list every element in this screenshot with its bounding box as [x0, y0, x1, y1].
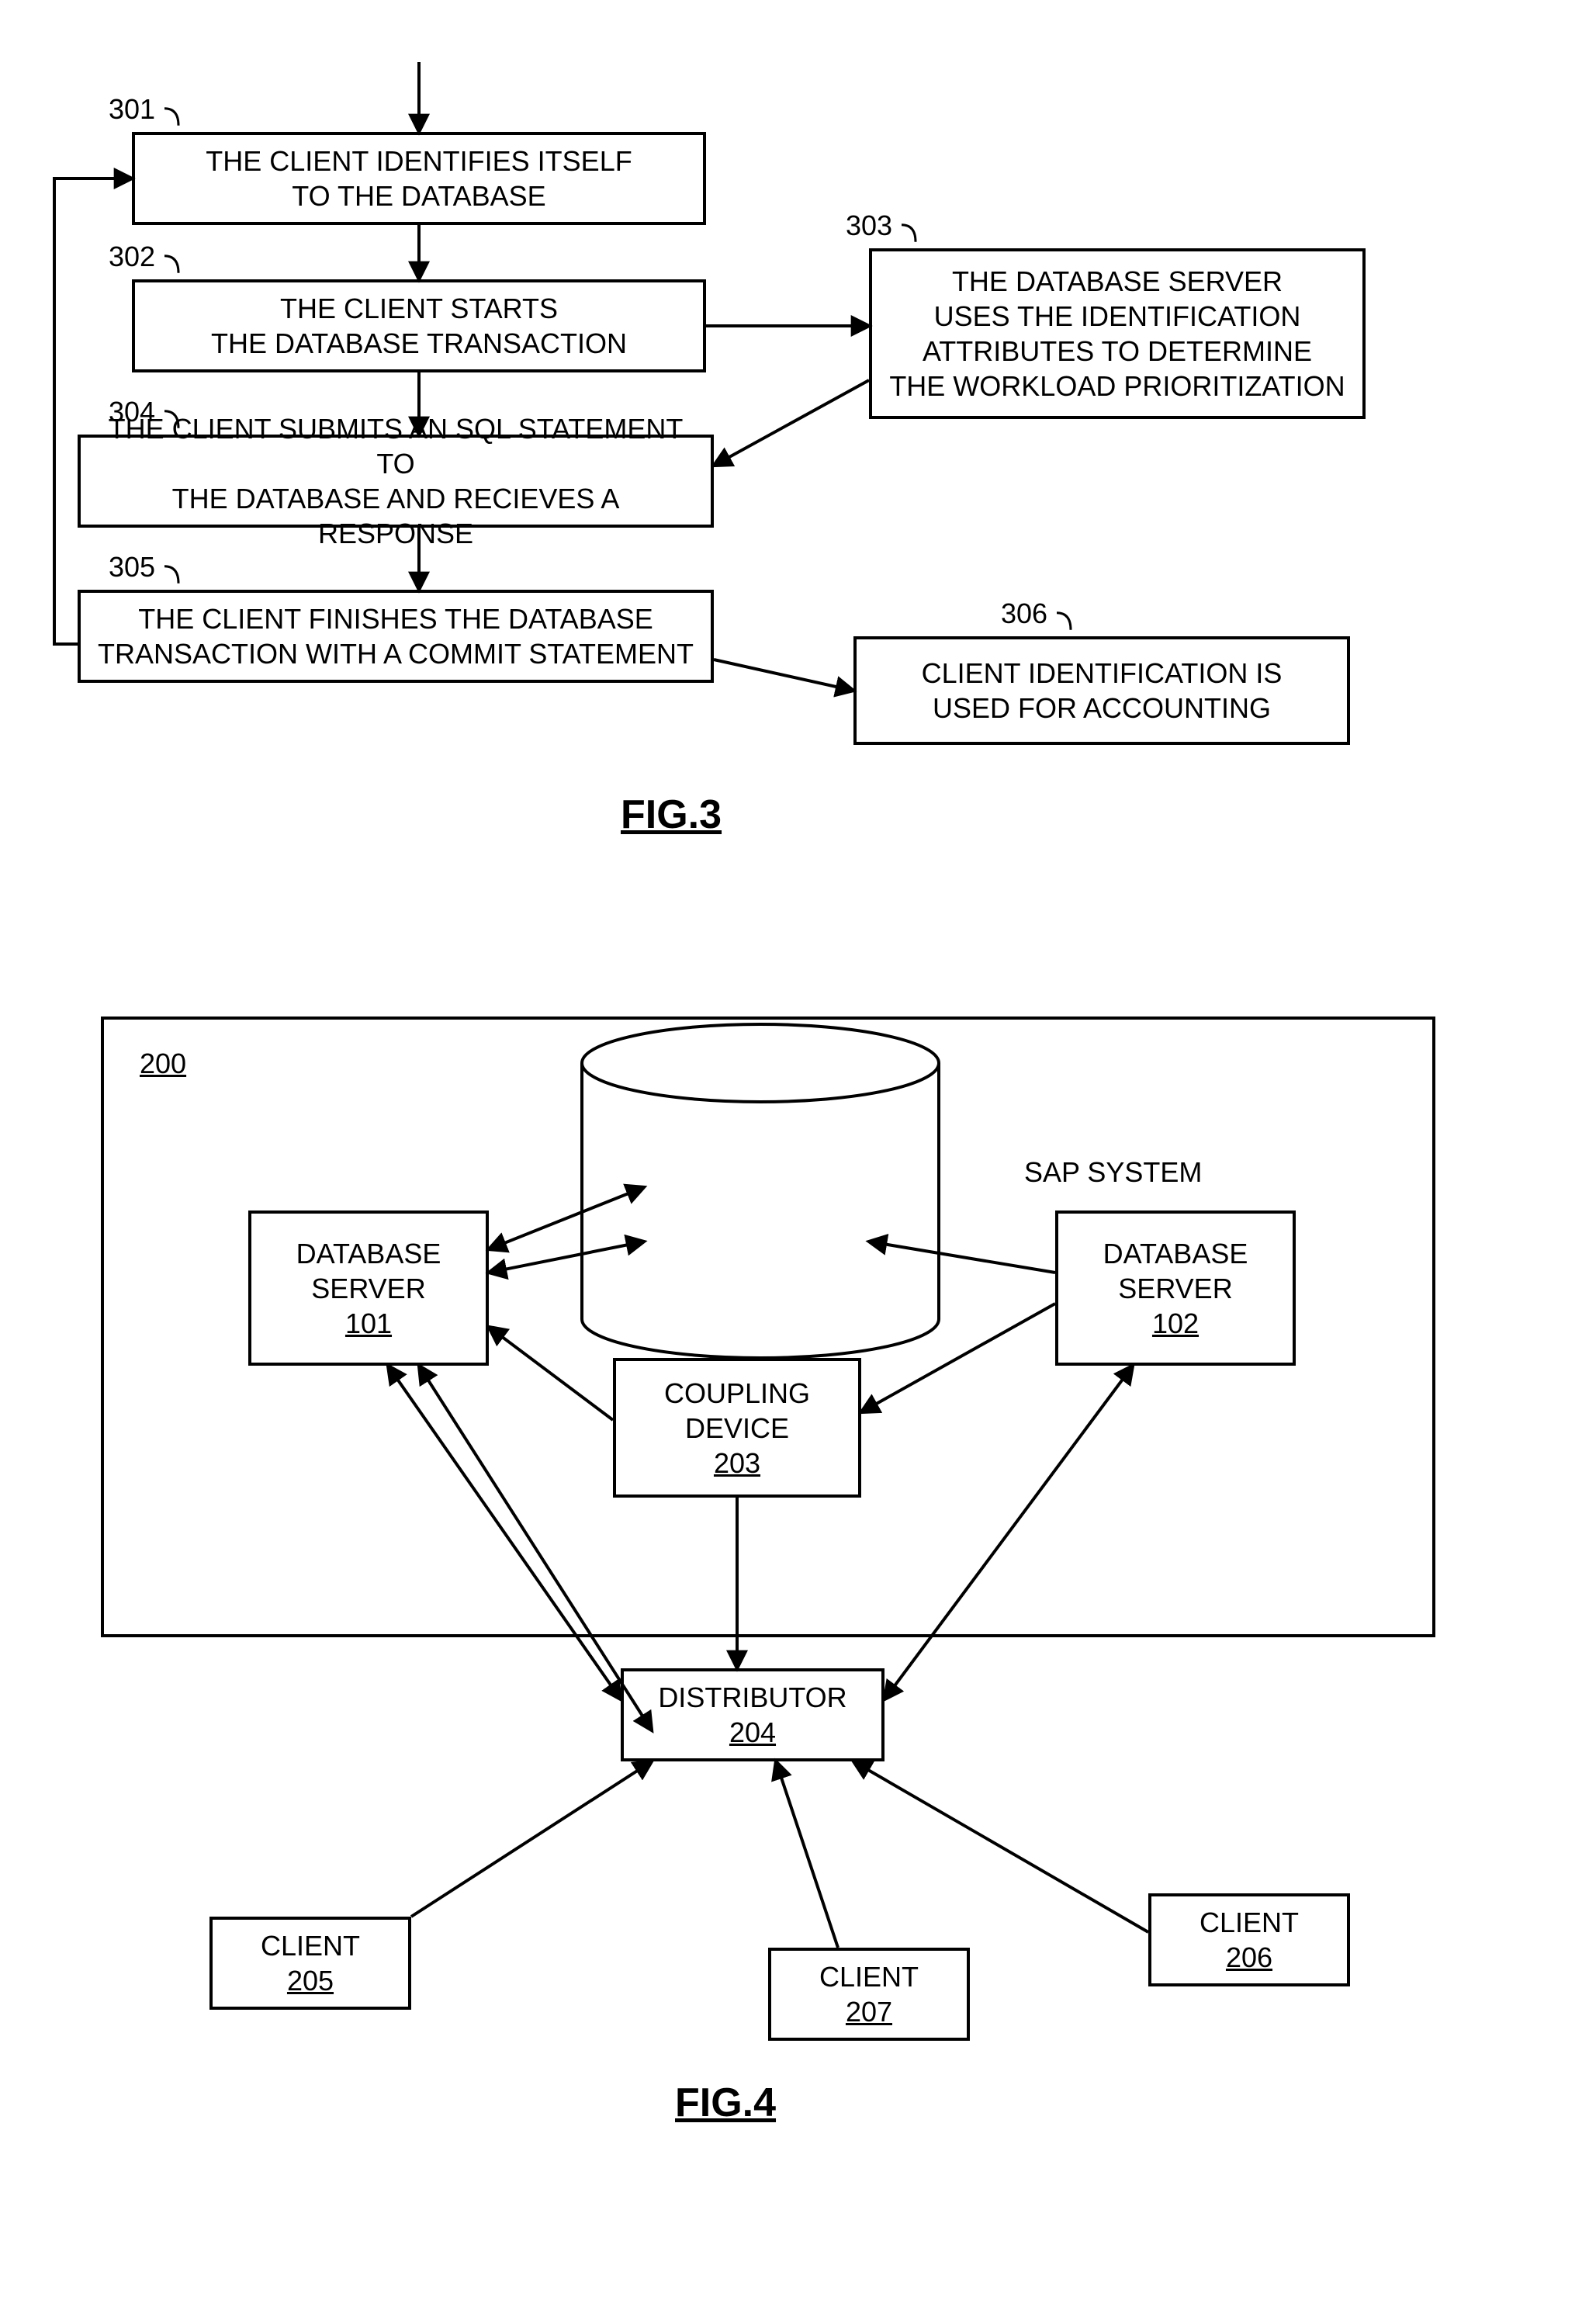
flow-box-302: THE CLIENT STARTSTHE DATABASE TRANSACTIO…	[132, 279, 706, 372]
flow-box-301: THE CLIENT IDENTIFIES ITSELFTO THE DATAB…	[132, 132, 706, 225]
fig3-label: FIG.3	[621, 791, 722, 838]
client-205: CLIENT205	[209, 1917, 411, 2010]
db-server-102: DATABASESERVER102	[1055, 1210, 1296, 1366]
coupling-device-203: COUPLINGDEVICE203	[613, 1358, 861, 1498]
data-201-box: DATA201	[644, 1156, 869, 1203]
flow-box-306: CLIENT IDENTIFICATION ISUSED FOR ACCOUNT…	[853, 636, 1350, 745]
db-server-101: DATABASESERVER101	[248, 1210, 489, 1366]
distributor-204: DISTRIBUTOR204	[621, 1668, 885, 1761]
ref-200: 200	[140, 1048, 186, 1080]
sap-system-label: SAP SYSTEM	[1024, 1156, 1202, 1189]
data-source-label: DATA SOURCE	[683, 1040, 868, 1070]
ref-304: 304	[109, 396, 155, 428]
ref-305: 305	[109, 551, 155, 584]
flow-box-303: THE DATABASE SERVERUSES THE IDENTIFICATI…	[869, 248, 1366, 419]
flow-box-305: THE CLIENT FINISHES THE DATABASETRANSACT…	[78, 590, 714, 683]
diagram-canvas: THE CLIENT IDENTIFIES ITSELFTO THE DATAB…	[31, 47, 1521, 2219]
fig4-label: FIG.4	[675, 2080, 776, 2126]
ref-301: 301	[109, 93, 155, 126]
ref-302: 302	[109, 241, 155, 273]
client-206: CLIENT206	[1148, 1893, 1350, 1986]
client-207: CLIENT207	[768, 1948, 970, 2041]
data-202-box: DATA202	[644, 1218, 869, 1265]
ref-306: 306	[1001, 597, 1047, 630]
ref-100: 100	[729, 1075, 774, 1106]
flow-box-304: THE CLIENT SUBMITS AN SQL STATEMENT TOTH…	[78, 435, 714, 528]
ref-303: 303	[846, 210, 892, 242]
